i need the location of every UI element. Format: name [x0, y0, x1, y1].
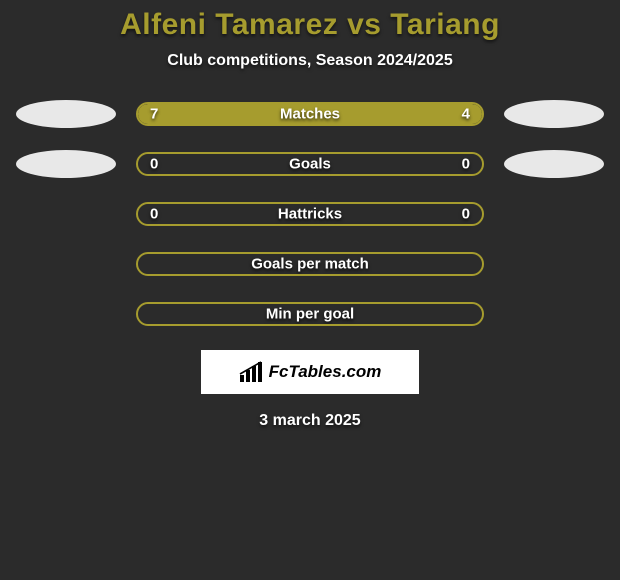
stat-bar: Goals per match: [136, 252, 484, 276]
player-left-marker: [16, 100, 116, 128]
stat-value-right: 0: [462, 156, 470, 173]
stat-label: Min per goal: [266, 306, 354, 323]
brand-box[interactable]: FcTables.com: [201, 350, 419, 394]
stat-bar: 0 0 Goals: [136, 152, 484, 176]
stat-label: Goals per match: [251, 256, 369, 273]
comparison-card: Alfeni Tamarez vs Tariang Club competiti…: [0, 0, 620, 430]
stat-bar: Min per goal: [136, 302, 484, 326]
stat-row: Goals per match: [0, 250, 620, 278]
brand-text: FcTables.com: [269, 362, 382, 382]
stat-bar: 0 0 Hattricks: [136, 202, 484, 226]
stat-row: 7 4 Matches: [0, 100, 620, 128]
stat-rows: 7 4 Matches 0 0 Goals 0 0 Hattricks Goals per mat…: [0, 100, 620, 328]
stat-row: 0 0 Goals: [0, 150, 620, 178]
stat-value-left: 0: [150, 206, 158, 223]
player-right-marker: [504, 150, 604, 178]
player-left-marker: [16, 150, 116, 178]
stat-value-right: 4: [462, 106, 470, 123]
stat-row: 0 0 Hattricks: [0, 200, 620, 228]
stat-label: Matches: [280, 106, 340, 123]
page-title: Alfeni Tamarez vs Tariang: [0, 8, 620, 42]
date-text: 3 march 2025: [0, 412, 620, 430]
bar-chart-icon: [239, 361, 265, 383]
stat-row: Min per goal: [0, 300, 620, 328]
stat-value-left: 7: [150, 106, 158, 123]
subtitle: Club competitions, Season 2024/2025: [0, 52, 620, 70]
stat-value-left: 0: [150, 156, 158, 173]
stat-value-right: 0: [462, 206, 470, 223]
stat-label: Hattricks: [278, 206, 342, 223]
player-right-marker: [504, 100, 604, 128]
stat-label: Goals: [289, 156, 331, 173]
stat-bar: 7 4 Matches: [136, 102, 484, 126]
